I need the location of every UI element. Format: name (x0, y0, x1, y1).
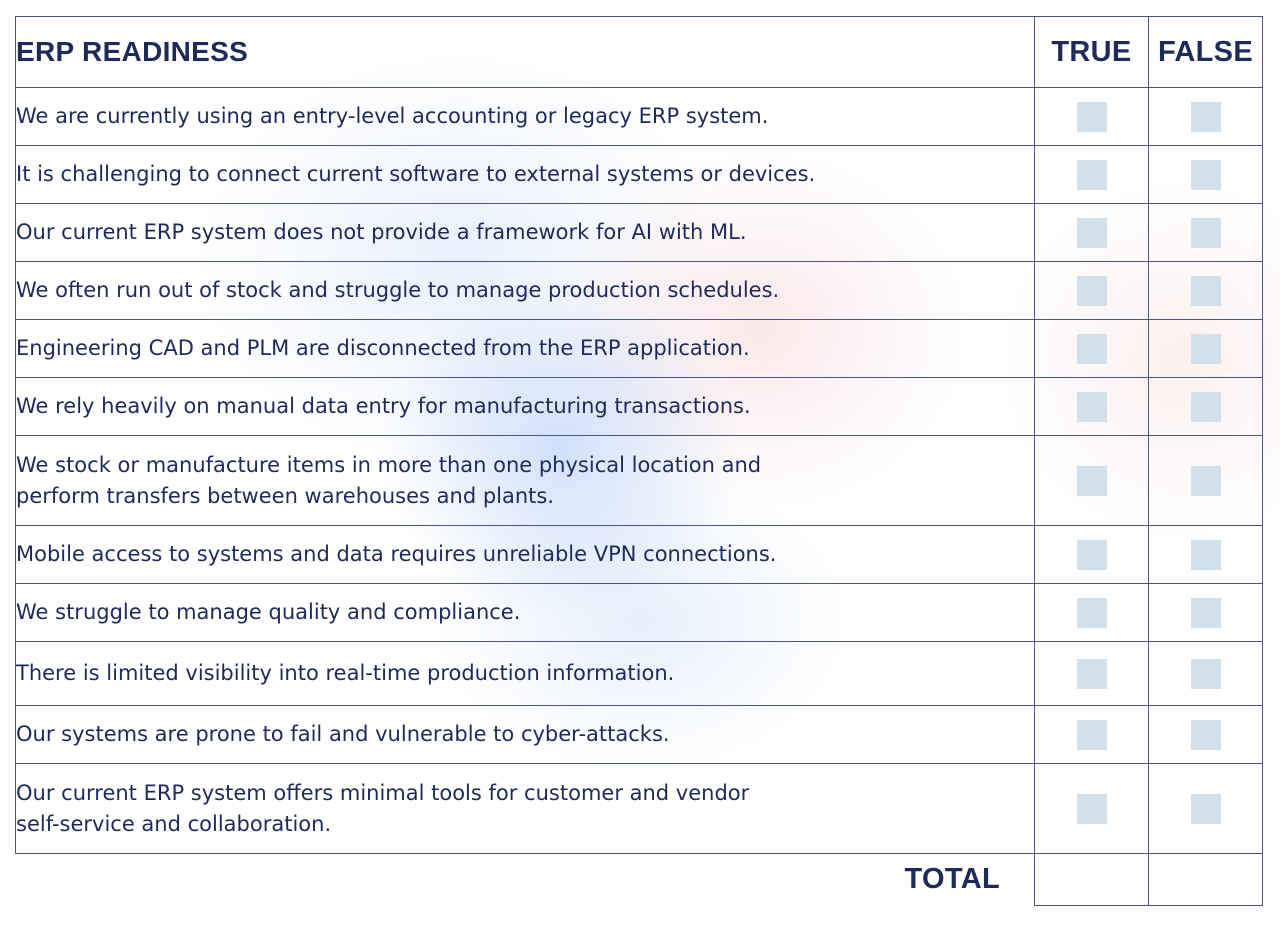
true-column-header: TRUE (1034, 16, 1149, 88)
statement-text: We stock or manufacture items in more th… (15, 435, 1035, 526)
true-checkbox[interactable] (1076, 719, 1107, 750)
true-cell (1034, 525, 1149, 584)
table-row: It is challenging to connect current sof… (15, 145, 1263, 204)
false-cell (1148, 525, 1263, 584)
false-cell (1148, 319, 1263, 378)
true-cell (1034, 261, 1149, 320)
true-cell (1034, 435, 1149, 526)
false-checkbox[interactable] (1190, 658, 1221, 689)
false-cell (1148, 145, 1263, 204)
table-row: Our current ERP system offers minimal to… (15, 763, 1263, 854)
statement-text: We often run out of stock and struggle t… (15, 261, 1035, 320)
true-checkbox[interactable] (1076, 465, 1107, 496)
true-checkbox[interactable] (1076, 793, 1107, 824)
false-cell (1148, 261, 1263, 320)
statement-text: Our systems are prone to fail and vulner… (15, 705, 1035, 764)
total-label: TOTAL (904, 863, 1000, 896)
true-checkbox[interactable] (1076, 539, 1107, 570)
table-row: We often run out of stock and struggle t… (15, 261, 1263, 320)
table-row: Mobile access to systems and data requir… (15, 525, 1263, 584)
false-checkbox[interactable] (1190, 275, 1221, 306)
false-total-field[interactable] (1148, 853, 1263, 906)
false-cell (1148, 377, 1263, 436)
header-row: ERP READINESS TRUE FALSE (15, 16, 1263, 88)
false-checkbox[interactable] (1190, 101, 1221, 132)
table-row: We are currently using an entry-level ac… (15, 87, 1263, 146)
true-checkbox[interactable] (1076, 597, 1107, 628)
false-checkbox[interactable] (1190, 159, 1221, 190)
statement-line: self-service and collaboration. (16, 811, 332, 836)
false-checkbox[interactable] (1190, 333, 1221, 364)
statement-text: Engineering CAD and PLM are disconnected… (15, 319, 1035, 378)
true-checkbox[interactable] (1076, 658, 1107, 689)
true-cell (1034, 203, 1149, 262)
false-cell (1148, 763, 1263, 854)
table-row: We struggle to manage quality and compli… (15, 583, 1263, 642)
false-checkbox[interactable] (1190, 793, 1221, 824)
false-cell (1148, 435, 1263, 526)
statement-text: Our current ERP system does not provide … (15, 203, 1035, 262)
table-row: Our current ERP system does not provide … (15, 203, 1263, 262)
table-row: Engineering CAD and PLM are disconnected… (15, 319, 1263, 378)
statement-text: We rely heavily on manual data entry for… (15, 377, 1035, 436)
true-cell (1034, 377, 1149, 436)
false-checkbox[interactable] (1190, 465, 1221, 496)
false-checkbox[interactable] (1190, 391, 1221, 422)
statement-text: Our current ERP system offers minimal to… (15, 763, 1035, 854)
true-checkbox[interactable] (1076, 159, 1107, 190)
true-checkbox[interactable] (1076, 391, 1107, 422)
statement-text: We struggle to manage quality and compli… (15, 583, 1035, 642)
total-row: TOTAL (16, 853, 1263, 906)
false-cell (1148, 87, 1263, 146)
statement-text: It is challenging to connect current sof… (15, 145, 1035, 204)
table-row: Our systems are prone to fail and vulner… (15, 705, 1263, 764)
table-row: There is limited visibility into real-ti… (15, 641, 1263, 706)
false-cell (1148, 641, 1263, 706)
true-checkbox[interactable] (1076, 333, 1107, 364)
true-checkbox[interactable] (1076, 217, 1107, 248)
true-total-field[interactable] (1034, 853, 1149, 906)
false-cell (1148, 203, 1263, 262)
false-cell (1148, 705, 1263, 764)
true-cell (1034, 763, 1149, 854)
statement-line: Our current ERP system offers minimal to… (16, 780, 750, 805)
statement-text: Mobile access to systems and data requir… (15, 525, 1035, 584)
true-checkbox[interactable] (1076, 275, 1107, 306)
true-cell (1034, 583, 1149, 642)
statement-line: perform transfers between warehouses and… (16, 483, 555, 508)
false-checkbox[interactable] (1190, 719, 1221, 750)
false-cell (1148, 583, 1263, 642)
true-cell (1034, 641, 1149, 706)
statement-line: We stock or manufacture items in more th… (16, 452, 762, 477)
table-title: ERP READINESS (15, 16, 1035, 88)
true-cell (1034, 319, 1149, 378)
false-checkbox[interactable] (1190, 539, 1221, 570)
true-cell (1034, 145, 1149, 204)
false-checkbox[interactable] (1190, 597, 1221, 628)
true-checkbox[interactable] (1076, 101, 1107, 132)
false-checkbox[interactable] (1190, 217, 1221, 248)
table-row: We stock or manufacture items in more th… (15, 435, 1263, 526)
false-column-header: FALSE (1148, 16, 1263, 88)
true-cell (1034, 87, 1149, 146)
statement-text: There is limited visibility into real-ti… (15, 641, 1035, 706)
erp-readiness-table: ERP READINESS TRUE FALSE We are currentl… (15, 16, 1263, 906)
statement-text: We are currently using an entry-level ac… (15, 87, 1035, 146)
true-cell (1034, 705, 1149, 764)
table-row: We rely heavily on manual data entry for… (15, 377, 1263, 436)
